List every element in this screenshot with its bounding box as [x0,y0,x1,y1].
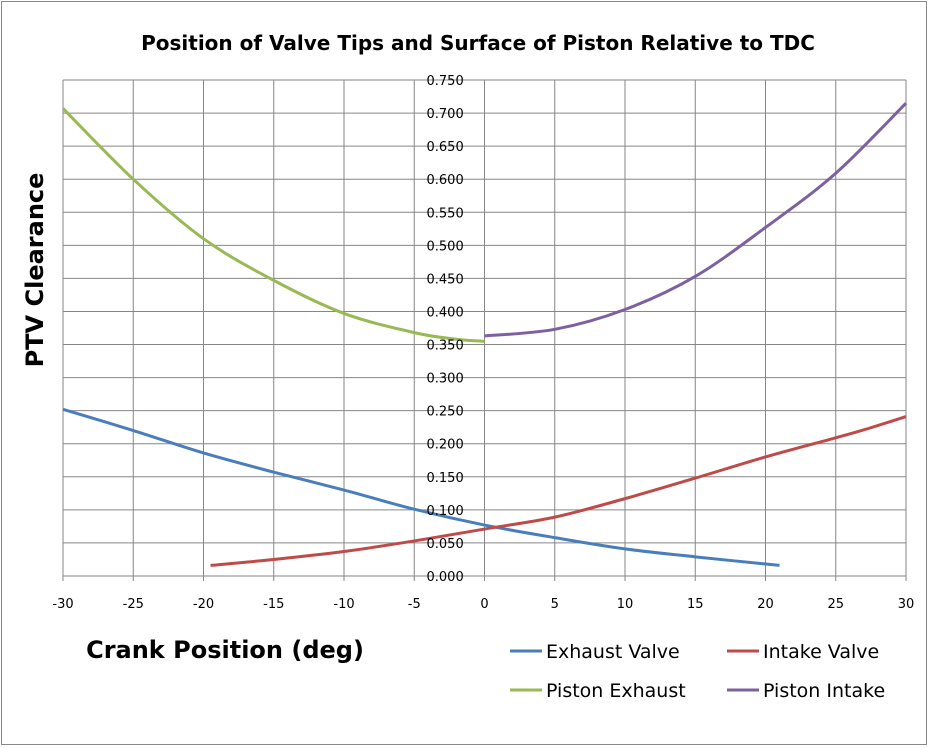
legend-label: Piston Intake [763,680,885,702]
y-tick-label: 0.250 [427,405,464,420]
y-tick-label: 0.400 [427,305,464,320]
x-tick-label: 5 [551,597,559,612]
y-tick-label: 0.550 [427,206,464,221]
y-tick-label: 0.350 [427,339,464,354]
y-tick-label: 0.100 [427,504,464,519]
x-tick-label: -25 [123,597,144,612]
y-tick-label: 0.150 [427,471,464,486]
x-tick-label: 10 [617,597,634,612]
y-tick-label: 0.650 [427,140,464,155]
y-tick-label: 0.200 [427,438,464,453]
x-tick-label: 25 [827,597,844,612]
x-tick-label: -20 [193,597,214,612]
y-tick-label: 0.500 [427,239,464,254]
x-tick-label: -30 [52,597,73,612]
x-axis-label: Crank Position (deg) [86,636,364,664]
y-tick-label: 0.000 [427,570,464,585]
y-tick-label: 0.750 [427,74,464,89]
x-tick-label: 0 [480,597,488,612]
x-tick-label: -10 [333,597,354,612]
y-axis-label: PTV Clearance [21,173,49,368]
y-tick-label: 0.450 [427,272,464,287]
y-tick-label: 0.700 [427,107,464,122]
x-tick-label: -5 [408,597,421,612]
y-tick-label: 0.300 [427,372,464,387]
series-line-piston-exhaust [61,107,485,343]
chart-title: Position of Valve Tips and Surface of Pi… [141,31,815,55]
x-tick-label: 20 [757,597,774,612]
series-line-piston-intake [484,102,908,338]
y-tick-label: 0.600 [427,173,464,188]
x-tick-label: 30 [898,597,915,612]
legend-label: Exhaust Valve [546,641,680,663]
x-tick-label: 15 [687,597,704,612]
series-line-exhaust-valve [62,407,780,567]
legend-label: Piston Exhaust [546,680,686,702]
legend-label: Intake Valve [763,641,879,663]
x-tick-label: -15 [263,597,284,612]
y-tick-label: 0.050 [427,537,464,552]
series-line-intake-valve [210,415,907,567]
